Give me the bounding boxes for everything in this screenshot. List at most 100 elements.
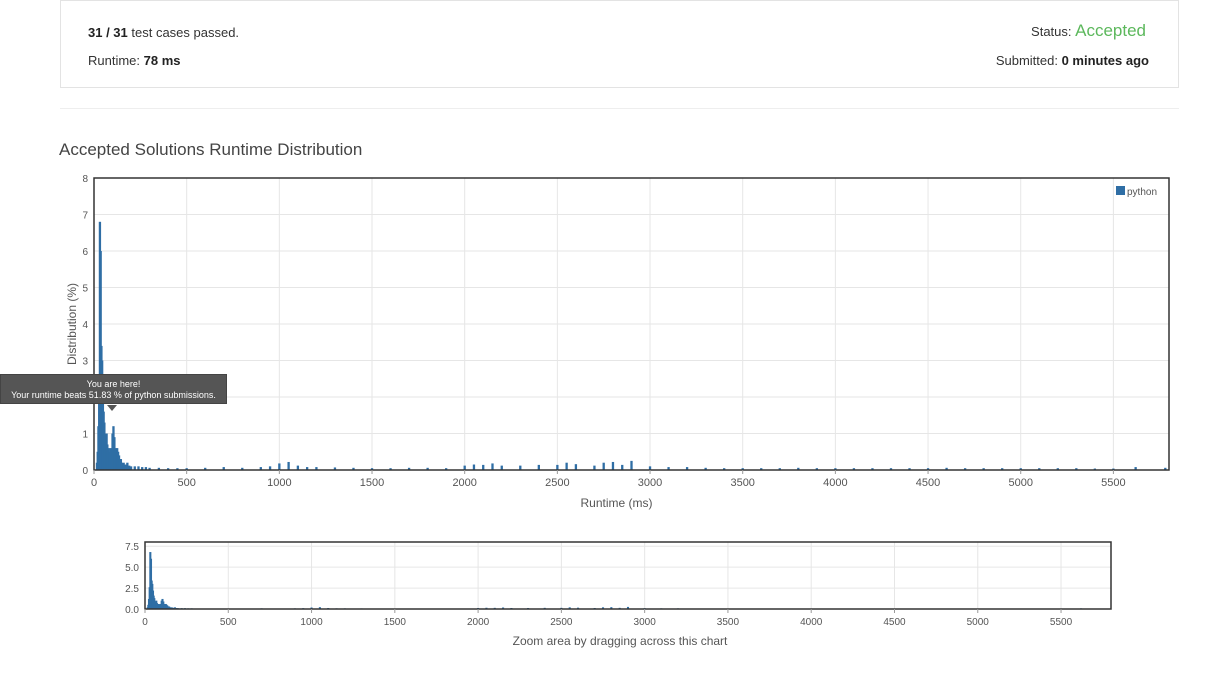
bar [389,468,392,470]
x-tick-label: 3000 [638,477,662,489]
bar [445,468,448,470]
bar [482,464,485,470]
bar [166,468,170,470]
bar [602,462,605,470]
runtime-label: Runtime: [88,53,144,68]
bar [1075,468,1078,470]
bar [593,465,596,470]
y-tick-label: 4 [82,320,88,331]
bar [259,467,262,470]
bar [176,468,179,470]
x-tick-label: 0 [91,477,97,489]
bar [648,466,652,470]
x-tick-label: 500 [177,477,195,489]
main-grid [94,177,1169,470]
nav-y-ticks: 0.0 2.5 5.0 7.5 [125,542,139,616]
bar [565,462,568,470]
bar [926,468,930,470]
bar [148,467,151,470]
nav-grid [145,542,1111,609]
x-tick-label: 500 [220,617,237,628]
bar [173,607,177,609]
bar [222,467,225,470]
bar [568,607,571,609]
x-tick-label: 1000 [300,617,323,628]
y-tick-label: 0 [82,466,88,477]
legend-label-python: python [1127,187,1157,198]
status-line: Status: Accepted [1031,21,1146,41]
x-tick-label: 5500 [1050,617,1073,628]
x-tick-label: 1500 [384,617,407,628]
y-tick-label: 5.0 [125,563,139,574]
bar [333,467,337,470]
x-tick-label: 2000 [452,477,476,489]
bar [137,466,140,470]
status-label: Status: [1031,24,1076,39]
tooltip-line-2: Your runtime beats 51.83 % of python sub… [11,390,216,400]
nav-x-axis-label: Zoom area by dragging across this chart [513,634,728,648]
bar [834,468,837,470]
bar [407,467,411,470]
bar [626,606,630,609]
x-tick-label: 3500 [730,477,754,489]
y-tick-label: 1 [82,430,88,441]
bar [982,468,985,470]
bar [502,607,505,609]
y-tick-label: 0.0 [125,605,139,616]
zoom-navigator-chart[interactable]: 0 500 1000 1500 2000 2500 3000 3500 4000 4500 5000… [0,530,1222,670]
x-tick-label: 1500 [360,477,384,489]
submitted-value: 0 minutes ago [1061,53,1149,68]
bar [889,468,893,470]
main-x-ticks: 0 500 1000 1500 2000 2500 3000 3500 4000 4500 5000… [91,470,1126,489]
bar [601,607,605,609]
bar [129,466,133,470]
bar [168,607,172,609]
bar [704,467,707,470]
bar [1056,468,1059,470]
legend[interactable]: python [1116,186,1157,198]
bar [287,461,290,470]
nav-x-ticks: 0 500 1000 1500 2000 2500 3000 3500 4000 4500 5000… [142,609,1073,628]
section-title: Accepted Solutions Runtime Distribution [59,140,363,159]
bar [305,467,309,470]
bar [268,466,272,470]
nav-bars [146,552,1109,610]
nav-plot-frame [144,541,1112,610]
bar [352,467,355,470]
x-tick-label: 2500 [550,617,573,628]
runtime-distribution-chart[interactable]: 0 500 1000 1500 2000 2500 3000 3500 4000 4500 5000… [0,160,1222,680]
x-tick-label: 5000 [1008,477,1032,489]
main-y-ticks: 012345678 [82,174,88,477]
bar [760,468,763,470]
status-badge[interactable]: Accepted [1075,21,1146,40]
bar [741,468,744,470]
bar [472,464,476,470]
x-tick-label: 1000 [267,477,291,489]
x-tick-label: 2500 [545,477,569,489]
x-tick-label: 2000 [467,617,490,628]
y-tick-label: 3 [82,357,88,368]
main-x-axis-label: Runtime (ms) [580,496,652,510]
bar [945,467,948,470]
bar [296,465,300,470]
bar [908,468,911,470]
bar [610,607,613,609]
y-tick-label: 2.5 [125,584,139,595]
bar [500,465,503,470]
bar [463,465,466,470]
bar [1134,467,1137,470]
bar [667,467,670,470]
bar [315,467,318,470]
bar [815,468,818,470]
x-tick-label: 4000 [823,477,847,489]
bar [128,465,131,470]
bar [310,607,313,609]
runtime-value: 78 ms [143,53,181,68]
bar [278,463,281,470]
bar [141,467,144,470]
x-tick-label: 3500 [717,617,740,628]
bar [241,467,244,470]
bar [852,468,856,470]
bar [185,468,188,470]
bar [778,468,781,470]
